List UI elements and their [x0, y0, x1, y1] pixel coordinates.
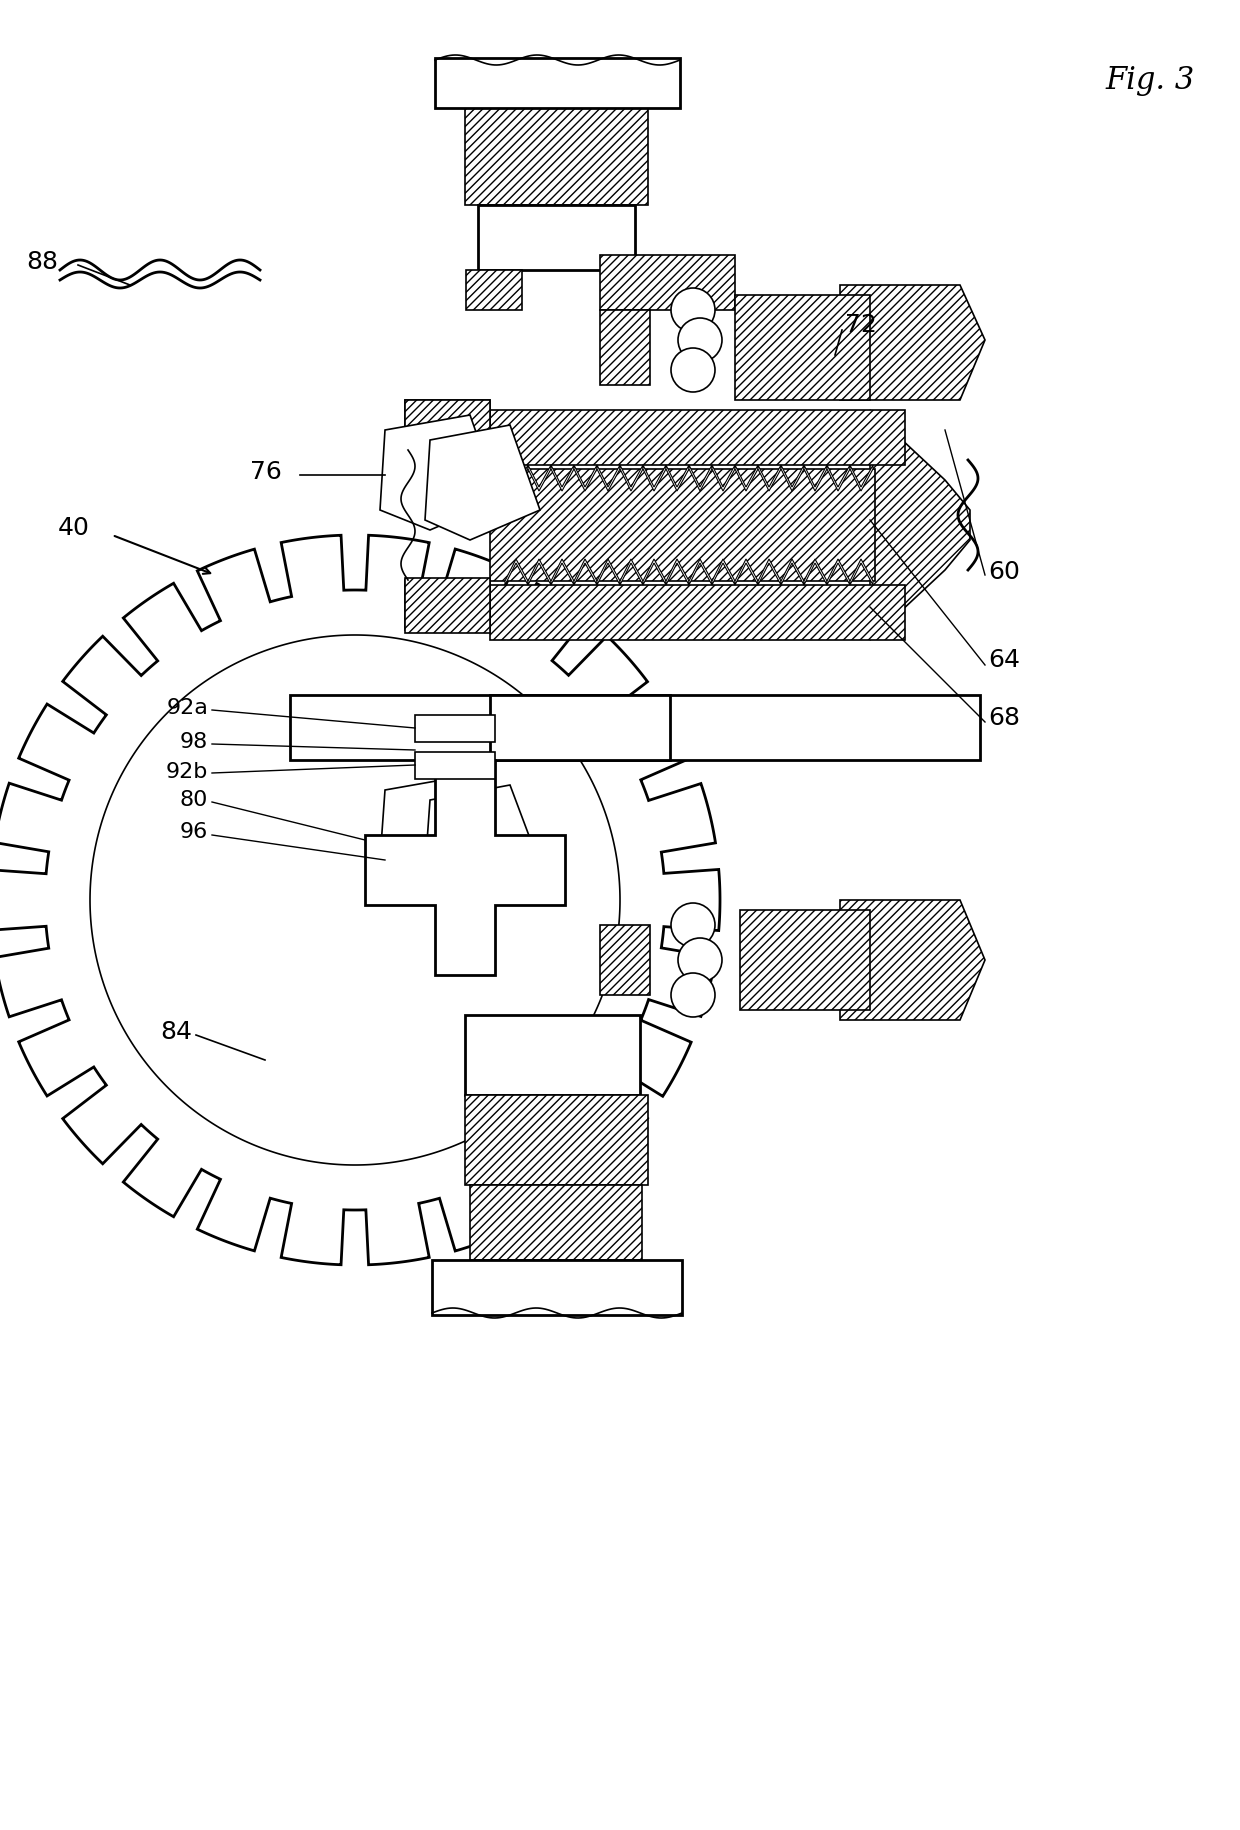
Polygon shape — [415, 752, 495, 780]
Polygon shape — [365, 759, 565, 975]
Polygon shape — [712, 558, 735, 586]
Polygon shape — [405, 580, 490, 630]
Text: 40: 40 — [58, 516, 91, 540]
Polygon shape — [740, 910, 870, 1010]
Text: 76: 76 — [250, 459, 281, 483]
Polygon shape — [415, 716, 495, 741]
Text: 88: 88 — [26, 251, 58, 274]
Polygon shape — [644, 465, 666, 490]
Polygon shape — [827, 558, 849, 586]
Text: 84: 84 — [160, 1019, 192, 1043]
Text: Fig. 3: Fig. 3 — [1105, 64, 1194, 95]
Polygon shape — [849, 465, 873, 490]
Polygon shape — [528, 558, 551, 586]
Polygon shape — [596, 465, 620, 490]
Polygon shape — [490, 468, 875, 580]
Polygon shape — [425, 785, 539, 889]
Polygon shape — [290, 695, 980, 759]
Polygon shape — [689, 558, 712, 586]
Polygon shape — [465, 108, 649, 205]
Text: 64: 64 — [988, 648, 1021, 672]
Polygon shape — [839, 900, 985, 1019]
Polygon shape — [551, 465, 574, 490]
Polygon shape — [827, 465, 849, 490]
Polygon shape — [490, 410, 905, 465]
Polygon shape — [425, 425, 539, 540]
Polygon shape — [379, 774, 500, 880]
Polygon shape — [712, 465, 735, 490]
Text: 80: 80 — [180, 791, 208, 811]
Polygon shape — [781, 465, 804, 490]
Polygon shape — [505, 465, 528, 490]
Polygon shape — [849, 558, 873, 586]
Polygon shape — [666, 465, 689, 490]
Polygon shape — [490, 586, 905, 640]
Polygon shape — [600, 254, 735, 309]
Polygon shape — [405, 578, 490, 633]
Polygon shape — [781, 558, 804, 586]
Polygon shape — [466, 271, 522, 309]
Text: 68: 68 — [988, 706, 1021, 730]
Polygon shape — [490, 695, 670, 759]
Polygon shape — [758, 465, 781, 490]
Polygon shape — [600, 924, 650, 996]
Polygon shape — [528, 465, 551, 490]
Polygon shape — [405, 401, 490, 450]
Polygon shape — [432, 1261, 682, 1316]
Text: 96: 96 — [180, 822, 208, 842]
Polygon shape — [470, 1186, 642, 1261]
Polygon shape — [91, 635, 620, 1166]
Polygon shape — [735, 465, 758, 490]
Polygon shape — [735, 558, 758, 586]
Circle shape — [678, 939, 722, 983]
Circle shape — [671, 348, 715, 392]
Polygon shape — [505, 558, 528, 586]
Polygon shape — [465, 1016, 640, 1094]
Polygon shape — [804, 465, 827, 490]
Polygon shape — [689, 465, 712, 490]
Polygon shape — [574, 465, 596, 490]
Polygon shape — [839, 285, 985, 401]
Polygon shape — [620, 558, 644, 586]
Text: 92a: 92a — [166, 697, 208, 717]
Text: 72: 72 — [844, 313, 877, 337]
Polygon shape — [435, 59, 680, 108]
Circle shape — [671, 974, 715, 1017]
Polygon shape — [600, 309, 650, 384]
Polygon shape — [666, 558, 689, 586]
Polygon shape — [644, 558, 666, 586]
Polygon shape — [405, 401, 490, 456]
Polygon shape — [596, 558, 620, 586]
Circle shape — [671, 902, 715, 946]
Polygon shape — [620, 465, 644, 490]
Text: 60: 60 — [988, 560, 1019, 584]
Text: 98: 98 — [180, 732, 208, 752]
Circle shape — [678, 318, 722, 362]
Polygon shape — [477, 205, 635, 271]
Polygon shape — [551, 558, 574, 586]
Polygon shape — [574, 558, 596, 586]
Polygon shape — [870, 410, 970, 640]
Polygon shape — [735, 295, 870, 401]
Polygon shape — [804, 558, 827, 586]
Polygon shape — [758, 558, 781, 586]
Polygon shape — [379, 415, 500, 531]
Polygon shape — [0, 534, 720, 1265]
Circle shape — [671, 287, 715, 331]
Polygon shape — [465, 1094, 649, 1186]
Text: 92b: 92b — [166, 761, 208, 781]
